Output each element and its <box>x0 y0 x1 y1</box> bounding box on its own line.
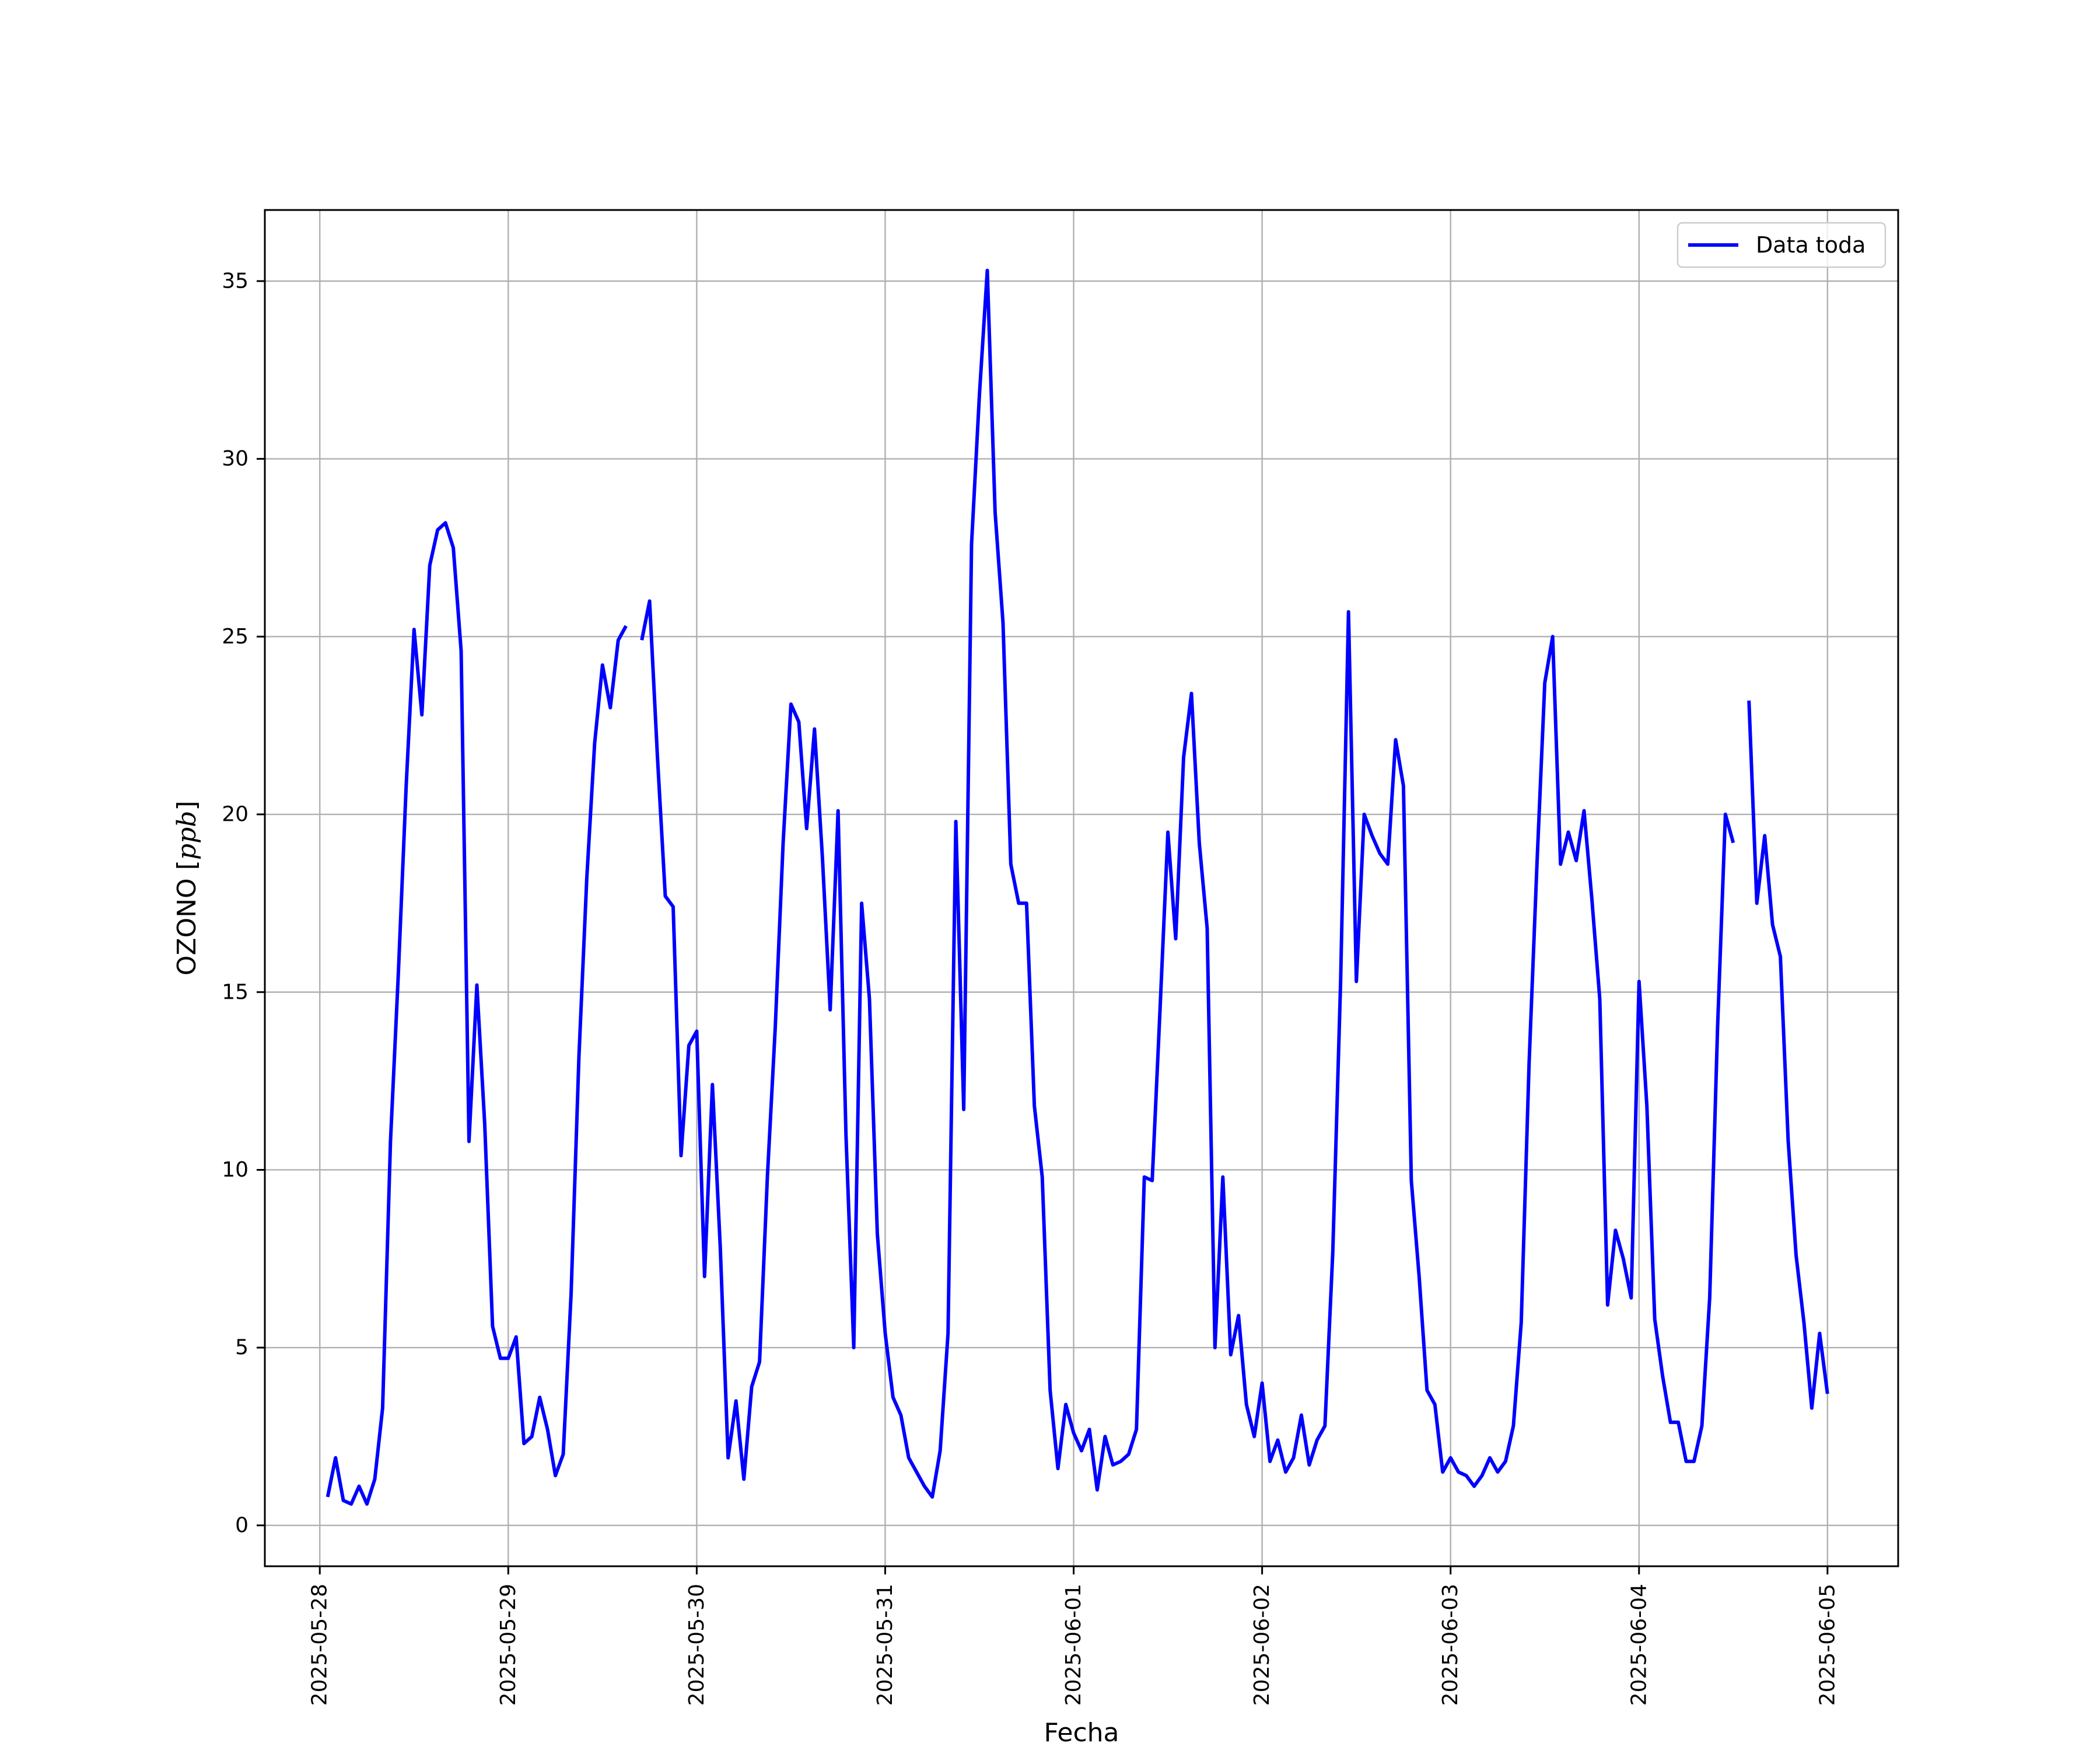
x-tick-label: 2025-05-30 <box>685 1584 709 1706</box>
y-axis: 0 5 10 15 20 25 30 35 <box>222 269 265 1537</box>
x-tick-label: 2025-06-03 <box>1438 1584 1462 1706</box>
y-tick-label: 5 <box>235 1336 249 1360</box>
y-axis-title-suffix: ] <box>172 801 202 811</box>
x-tick-label: 2025-06-02 <box>1250 1584 1274 1706</box>
x-axis: 2025-05-28 2025-05-29 2025-05-30 2025-05-31… <box>308 1566 1839 1706</box>
y-tick-label: 20 <box>222 803 249 827</box>
y-tick-label: 25 <box>222 625 249 649</box>
x-tick-label: 2025-06-01 <box>1062 1584 1086 1706</box>
y-tick-label: 15 <box>222 980 249 1004</box>
axes-frame <box>264 209 1899 1567</box>
legend: Data toda <box>1676 222 1887 268</box>
grid <box>265 210 1898 1566</box>
legend-box <box>1676 222 1887 268</box>
x-axis-title: Fecha <box>1044 1718 1119 1748</box>
y-tick-label: 0 <box>235 1513 249 1537</box>
y-axis-title: OZONO [ppb] <box>172 801 202 976</box>
x-tick-label: 2025-05-28 <box>308 1584 332 1706</box>
x-tick-label: 2025-06-05 <box>1815 1584 1839 1706</box>
y-tick-label: 10 <box>222 1158 249 1182</box>
y-axis-title-unit: ppb <box>172 811 202 860</box>
y-tick-label: 30 <box>222 447 249 471</box>
series-line-data-toda <box>326 268 1829 1506</box>
x-tick-label: 2025-06-04 <box>1627 1584 1651 1706</box>
x-tick-label: 2025-05-31 <box>873 1584 897 1706</box>
legend-label: Data toda <box>1756 232 1866 258</box>
plot-area <box>326 268 1829 1506</box>
y-tick-label: 35 <box>222 269 249 293</box>
y-axis-title-prefix: OZONO [ <box>172 860 202 975</box>
x-tick-label: 2025-05-29 <box>496 1584 520 1706</box>
